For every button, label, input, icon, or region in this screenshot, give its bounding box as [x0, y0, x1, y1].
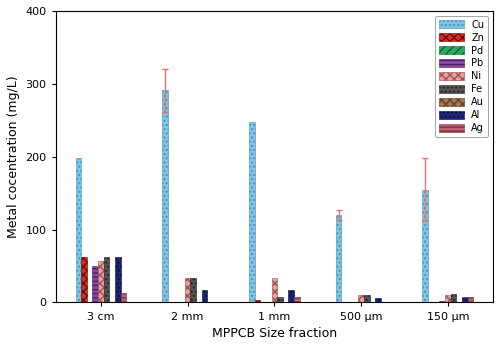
- Bar: [342, 302, 347, 303]
- Bar: [208, 302, 213, 303]
- Bar: [162, 90, 168, 303]
- Bar: [440, 301, 445, 303]
- Legend: Cu, Zn, Pd, Pb, Ni, Fe, Au, Al, Ag: Cu, Zn, Pd, Pb, Ni, Fe, Au, Al, Ag: [436, 16, 488, 137]
- Bar: [81, 257, 87, 303]
- Y-axis label: Metal cocentration (mg/L): Metal cocentration (mg/L): [7, 75, 20, 238]
- Bar: [115, 257, 120, 303]
- Bar: [190, 278, 196, 303]
- Bar: [462, 297, 468, 303]
- Bar: [185, 278, 190, 303]
- Bar: [92, 266, 98, 303]
- Bar: [249, 122, 254, 303]
- Bar: [364, 295, 370, 303]
- Bar: [428, 302, 434, 303]
- Bar: [266, 302, 272, 303]
- Bar: [336, 215, 342, 303]
- Bar: [375, 298, 381, 303]
- Bar: [288, 290, 294, 303]
- Bar: [381, 302, 386, 303]
- Bar: [104, 257, 110, 303]
- Bar: [76, 158, 81, 303]
- Bar: [445, 295, 450, 303]
- Bar: [277, 297, 283, 303]
- Bar: [450, 295, 456, 303]
- Bar: [120, 293, 126, 303]
- Bar: [294, 297, 300, 303]
- Bar: [422, 189, 428, 303]
- Bar: [272, 278, 277, 303]
- Bar: [179, 302, 185, 303]
- Bar: [168, 302, 173, 303]
- Bar: [358, 295, 364, 303]
- X-axis label: MPPCB Size fraction: MPPCB Size fraction: [212, 327, 337, 340]
- Bar: [352, 302, 358, 303]
- Bar: [98, 261, 103, 303]
- Bar: [202, 290, 207, 303]
- Bar: [468, 297, 473, 303]
- Bar: [254, 300, 260, 303]
